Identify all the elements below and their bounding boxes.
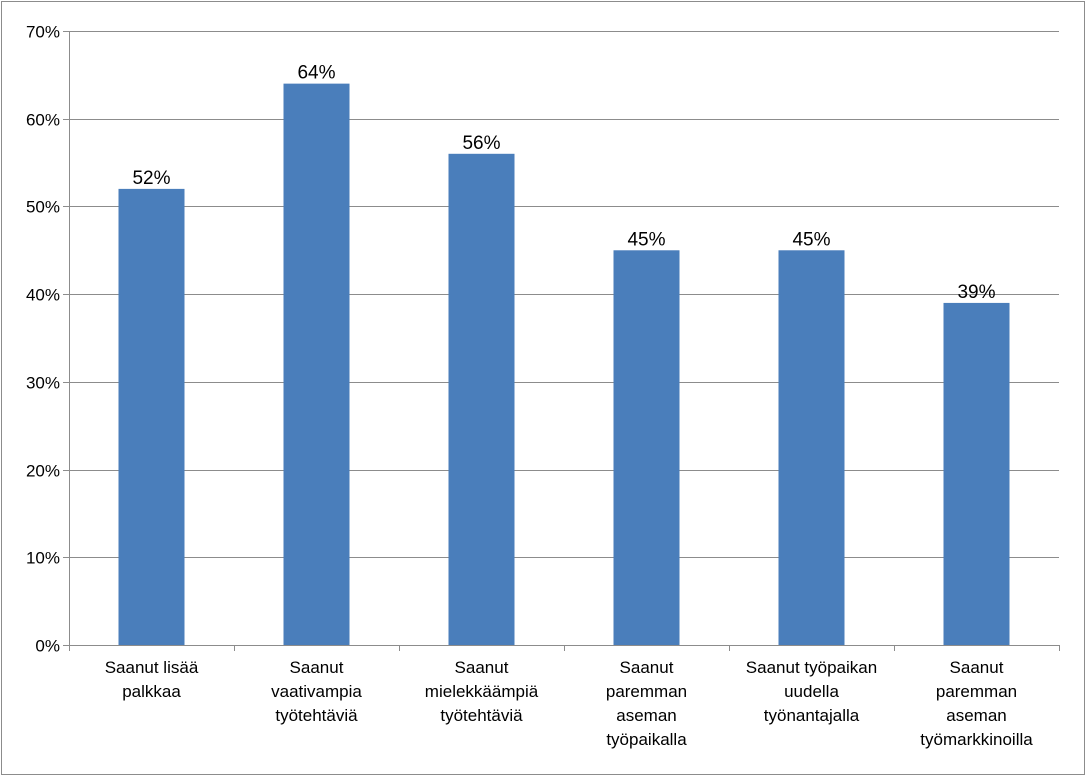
data-label: 52% — [132, 168, 170, 189]
bar — [283, 83, 350, 646]
data-label: 45% — [627, 229, 665, 250]
x-category-label: Saanut lisää palkkaa — [105, 658, 199, 701]
y-tick-label: 60% — [26, 111, 60, 130]
y-tick-label: 30% — [26, 374, 60, 393]
bars — [118, 83, 1010, 646]
labels: 0% 10% 20% 30% 40% 50% 60% 70% 52% Saanut lisää pa… — [26, 23, 1033, 750]
y-tick-label: 20% — [26, 462, 60, 481]
y-tick-label: 70% — [26, 23, 60, 42]
x-category-label: Saanut paremman aseman työpaikalla — [606, 658, 687, 749]
axes — [69, 31, 1060, 651]
y-tick-label: 50% — [26, 198, 60, 217]
x-category-label: Saanut vaativampia työtehtäviä — [271, 658, 362, 725]
y-tick-label: 40% — [26, 286, 60, 305]
data-label: 45% — [792, 229, 830, 250]
bar — [448, 153, 515, 646]
bar — [943, 302, 1010, 645]
x-category-label: Saanut mielekkäämpiä työtehtäviä — [425, 658, 539, 725]
bar — [778, 250, 845, 646]
x-category-label: Saanut työpaikan uudella työnantajalla — [746, 658, 877, 725]
bar — [613, 250, 680, 646]
bar — [118, 188, 185, 645]
y-tick-label: 10% — [26, 549, 60, 568]
gridlines — [63, 31, 1059, 646]
x-category-label: Saanut paremman aseman työmarkkinoilla — [920, 658, 1033, 749]
y-tick-label: 0% — [35, 637, 60, 656]
data-label: 56% — [462, 133, 500, 154]
data-label: 64% — [297, 63, 335, 84]
data-label: 39% — [957, 282, 995, 303]
